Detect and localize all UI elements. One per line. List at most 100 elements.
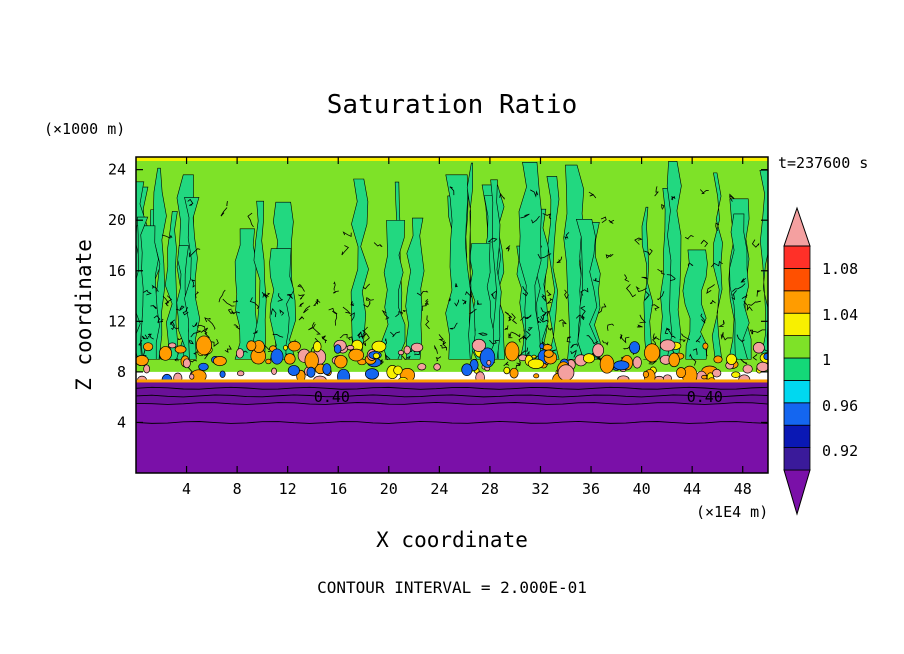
contour-scribble — [312, 323, 321, 335]
contour-scribble — [153, 315, 161, 323]
x-tick-label: 36 — [582, 480, 600, 498]
turbulent-cell — [346, 345, 355, 351]
contour-scribble — [449, 186, 455, 196]
contour-scribble — [699, 189, 709, 195]
contour-scribble — [207, 319, 216, 330]
contour-scribble — [541, 294, 546, 303]
turbulent-cell — [712, 368, 722, 378]
contour-scribble — [469, 308, 477, 315]
contour-scribble — [190, 279, 196, 288]
contour-scribble — [188, 339, 194, 345]
contour-scribble — [465, 291, 473, 298]
y-tick-label: 12 — [108, 312, 126, 330]
turbulent-cell — [726, 353, 737, 365]
contour-scribble — [664, 327, 670, 335]
contour-scribble — [297, 283, 305, 292]
contour-scribble — [525, 314, 532, 319]
contour-scribble — [687, 262, 694, 267]
turbulent-cell — [731, 371, 741, 378]
contour-scribble — [651, 304, 660, 311]
contour-scribble — [732, 283, 746, 292]
contour-scribble — [536, 316, 542, 324]
x-tick-label: 12 — [279, 480, 297, 498]
contour-scribble — [619, 334, 623, 340]
contour-scribble — [490, 290, 497, 300]
contour-scribble — [192, 322, 198, 328]
turbulent-cell — [195, 335, 212, 356]
colorbar-segment — [783, 312, 811, 337]
contour-scribble — [342, 306, 351, 315]
turbulent-cell — [613, 360, 630, 371]
turbulent-cell — [433, 363, 441, 371]
y-tick-label: 24 — [108, 161, 126, 179]
x-tick-label: 8 — [233, 480, 242, 498]
contour-scribble — [564, 232, 570, 240]
turbulent-cell — [333, 344, 342, 354]
moist-streak — [184, 197, 201, 360]
turbulent-cell — [417, 363, 427, 371]
x-tick-label: 48 — [734, 480, 752, 498]
colorbar-segment — [783, 290, 811, 314]
contour-scribble — [395, 311, 403, 318]
contour-scribble — [362, 326, 370, 338]
colorbar-segment — [783, 357, 811, 381]
x-tick-label: 40 — [633, 480, 651, 498]
x-unit-label: (×1E4 m) — [696, 503, 768, 521]
contour-scribble — [566, 336, 572, 343]
contour-scribble — [373, 242, 383, 248]
contour-scribble — [298, 302, 304, 307]
contour-scribble — [136, 325, 137, 327]
contour-scribble — [743, 301, 753, 312]
y-tick-label: 4 — [117, 413, 126, 431]
colorbar-high-arrow — [783, 206, 811, 247]
dry-contour — [136, 394, 768, 398]
chart-title: Saturation Ratio — [327, 90, 577, 120]
contour-scribble — [504, 325, 509, 331]
moist-streak — [575, 219, 598, 360]
turbulent-cell — [174, 345, 187, 354]
contour-scribble — [684, 234, 694, 240]
contour-scribble — [539, 318, 549, 323]
y-tick-label: 8 — [117, 363, 126, 381]
contour-scribble — [333, 281, 336, 291]
turbulent-cell — [644, 343, 661, 363]
contour-scribble — [641, 276, 648, 280]
colorbar-segment — [783, 245, 811, 269]
contour-scribble — [487, 237, 498, 243]
moist-streak — [490, 179, 502, 360]
contour-scribble — [668, 329, 676, 339]
contour-scribble — [564, 289, 569, 300]
contour-scribble — [141, 334, 149, 340]
contour-scribble — [365, 297, 374, 301]
contour-scribble — [706, 284, 715, 294]
contour-scribble — [333, 290, 339, 294]
contour-scribble — [695, 335, 702, 343]
contour-scribble — [341, 245, 350, 256]
contour-scribble — [252, 330, 258, 334]
contour-scribble — [157, 318, 164, 324]
contour-scribble — [226, 201, 228, 207]
contour-scribble — [508, 332, 513, 339]
y-tick-label: 20 — [108, 211, 126, 229]
contour-scribble — [362, 337, 370, 347]
contour-scribble — [546, 297, 554, 305]
contour-scribble — [279, 309, 285, 316]
top-edge-band — [136, 157, 768, 161]
contour-scribble — [434, 345, 438, 354]
contour-scribble — [303, 305, 311, 314]
turbulent-cell — [527, 358, 545, 369]
turbulent-cell — [542, 344, 553, 351]
contour-scribble — [522, 330, 531, 341]
contour-scribble — [232, 300, 238, 303]
contour-scribble — [515, 362, 522, 370]
contour-scribble — [700, 313, 706, 324]
x-axis-label: X coordinate — [376, 528, 528, 552]
plot-frame — [135, 156, 769, 474]
contour-scribble — [150, 304, 158, 310]
contour-scribble — [342, 231, 352, 238]
region-dry-band — [136, 381, 768, 404]
turbulent-cell — [509, 367, 519, 379]
colorbar-segment — [783, 402, 811, 426]
contour-scribble — [193, 351, 198, 358]
moist-streak — [164, 211, 179, 360]
